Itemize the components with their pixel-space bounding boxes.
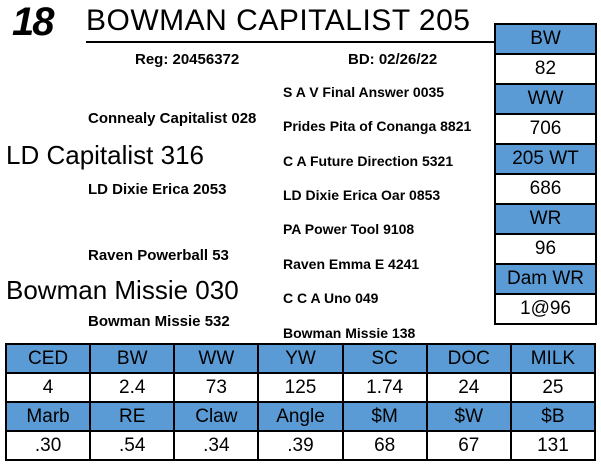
registration-number: Reg: 20456372: [135, 51, 240, 68]
lot-number: 18: [12, 0, 54, 44]
epd-header-yw: YW: [257, 343, 344, 374]
ancestor-3: C A Future Direction 5321: [283, 153, 454, 169]
epd-table: CED BW WW YW SC DOC MILK 4 2.4 73 125 1.…: [4, 343, 597, 461]
ancestor-2: Prides Pita of Conanga 8821: [283, 118, 472, 134]
ancestor-8: Bowman Missie 138: [283, 325, 416, 341]
ancestor-5: PA Power Tool 9108: [283, 221, 415, 237]
epd-value-dollar-b: 131: [509, 430, 597, 461]
epd-value-sc: 1.74: [341, 372, 428, 403]
epd-header-row-2: Marb RE Claw Angle $M $W $B: [4, 401, 597, 432]
epd-header-dollar-w: $W: [425, 401, 512, 432]
animal-name-title: BOWMAN CAPITALIST 205: [86, 4, 471, 37]
perf-value-205wt: 686: [494, 173, 597, 205]
epd-header-row-1: CED BW WW YW SC DOC MILK: [4, 343, 597, 374]
epd-header-marb: Marb: [4, 401, 92, 432]
birth-date: BD: 02/26/22: [348, 51, 438, 68]
epd-value-yw: 125: [257, 372, 344, 403]
epd-value-bw: 2.4: [89, 372, 176, 403]
epd-header-ww: WW: [173, 343, 260, 374]
epd-header-milk: MILK: [509, 343, 597, 374]
epd-header-doc: DOC: [425, 343, 512, 374]
epd-header-dollar-b: $B: [509, 401, 597, 432]
ancestor-7: C C A Uno 049: [283, 290, 379, 306]
ancestor-6: Raven Emma E 4241: [283, 256, 420, 272]
sire-of-dam: Raven Powerball 53: [88, 247, 229, 264]
sire-name: LD Capitalist 316: [6, 140, 204, 170]
epd-value-marb: .30: [4, 430, 92, 461]
epd-value-re: .54: [89, 430, 176, 461]
epd-header-ced: CED: [4, 343, 92, 374]
perf-value-ww: 706: [494, 113, 597, 145]
epd-header-re: RE: [89, 401, 176, 432]
epd-value-doc: 24: [425, 372, 512, 403]
perf-label-ww: WW: [494, 83, 597, 115]
dam-of-dam: Bowman Missie 532: [88, 313, 230, 330]
perf-value-wr: 96: [494, 233, 597, 265]
title-underline: [86, 41, 494, 43]
ancestor-1: S A V Final Answer 0035: [283, 84, 445, 100]
dam-of-sire: LD Dixie Erica 2053: [88, 181, 227, 198]
epd-header-claw: Claw: [173, 401, 260, 432]
sire-of-sire: Connealy Capitalist 028: [88, 110, 257, 127]
epd-value-ww: 73: [173, 372, 260, 403]
epd-value-row-2: .30 .54 .34 .39 68 67 131: [4, 430, 597, 461]
perf-value-bw: 82: [494, 53, 597, 85]
epd-value-claw: .34: [173, 430, 260, 461]
epd-value-ced: 4: [4, 372, 92, 403]
perf-value-dam-wr: 1@96: [494, 293, 597, 325]
performance-column: BW 82 WW 706 205 WT 686 WR 96 Dam WR 1@9…: [494, 23, 597, 325]
epd-header-dollar-m: $M: [341, 401, 428, 432]
perf-label-bw: BW: [494, 23, 597, 55]
epd-value-dollar-w: 67: [425, 430, 512, 461]
perf-label-wr: WR: [494, 203, 597, 235]
ancestor-4: LD Dixie Erica Oar 0853: [283, 187, 441, 203]
epd-value-dollar-m: 68: [341, 430, 428, 461]
epd-value-milk: 25: [509, 372, 597, 403]
perf-label-dam-wr: Dam WR: [494, 263, 597, 295]
epd-header-bw: BW: [89, 343, 176, 374]
epd-value-row-1: 4 2.4 73 125 1.74 24 25: [4, 372, 597, 403]
epd-header-angle: Angle: [257, 401, 344, 432]
dam-name: Bowman Missie 030: [6, 275, 239, 305]
epd-header-sc: SC: [341, 343, 428, 374]
perf-label-205wt: 205 WT: [494, 143, 597, 175]
epd-value-angle: .39: [257, 430, 344, 461]
